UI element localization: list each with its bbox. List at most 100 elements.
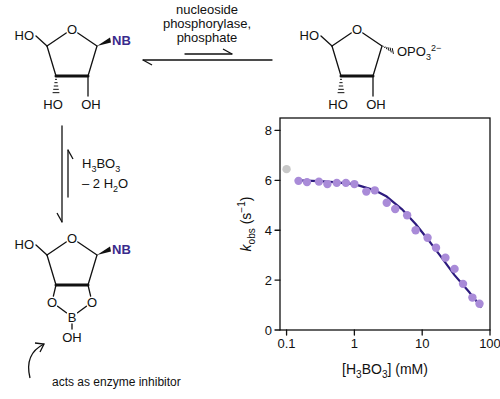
enzyme-label: phosphate [177,30,238,45]
arrow-line [67,150,68,197]
arrow-line [61,126,62,222]
bond-wedge [97,38,111,47]
substituent-label: NB [112,242,131,257]
data-point [362,187,370,195]
bond-bold [341,75,373,78]
y-tick-label: 4 [265,223,272,238]
data-point [475,300,483,308]
data-point [432,243,440,251]
bond-hash [55,82,57,83]
text-part: 3 [115,164,120,174]
x-tick-label: 1 [351,336,358,351]
x-tick [489,330,490,335]
atom-label: HO [43,97,63,112]
text-part: O [118,176,128,191]
data-point [294,177,302,185]
bond [71,324,72,329]
bond [321,36,332,46]
atom-label: OH [81,97,101,112]
bond [88,46,97,76]
bond-bold [56,75,88,78]
x-tick [422,330,423,335]
text-part: OPO [397,44,426,59]
bond-hash [339,86,343,87]
data-point [383,199,391,207]
data-point [333,179,341,187]
atom-label: HO [15,28,35,43]
y-tick-label: 6 [265,173,272,188]
text-part: H [82,156,91,171]
arrow-head [35,343,44,352]
y-axis-label: kobs (s−1) [236,197,257,252]
arrow-head [143,60,152,65]
bond [363,33,382,46]
atom-label: O [47,295,57,310]
bond-hash [384,47,385,48]
text-part: ) [238,197,254,202]
data-point [371,186,379,194]
x-tick-label: 10 [415,336,429,351]
data-point [323,180,331,188]
y-tick-label: 0 [265,323,272,338]
bond-hash [54,89,59,90]
bond [47,242,66,255]
data-point [459,280,467,288]
bond-wedge [97,247,111,256]
atom-label: OH [62,330,82,345]
arrows [29,49,272,378]
bond-hash [53,92,59,93]
text-part: BO [96,156,115,171]
data-point [342,179,350,187]
bond-hash [338,92,344,93]
data-point [303,178,311,186]
x-tick-label: 0.1 [278,336,296,351]
text-part: 3 [426,52,431,62]
structure: OHONBOHHO [15,22,131,112]
arrow-head [223,49,232,54]
annotation: acts as enzyme inhibitor [52,375,181,389]
bond-hash [392,49,393,54]
bond [36,245,47,255]
x-tick [286,330,287,335]
byproduct-label: – 2 H2O [82,176,128,194]
bond-hash [390,48,391,52]
atom-label: HO [15,237,35,252]
text-part: – 2 H [82,176,113,191]
data-point [391,205,399,213]
arrow-line [143,59,272,60]
chart: 0.111010002468[H3BO3] (mM)kobs (s−1) [236,118,500,380]
reagent-label: H3BO3 [82,156,120,174]
text-part: ] (mM) [387,361,427,377]
bond [47,255,56,285]
bond [88,255,97,285]
atom-label: O [87,295,97,310]
y-tick [275,329,280,330]
structure: OHOOPO32−OHHO [300,22,442,112]
bond [78,306,87,313]
text-part: 2− [431,43,441,53]
atom-label: B [68,310,77,325]
bond-hash [55,79,56,80]
bond [332,33,351,46]
text-part: obs [246,228,257,244]
atom-label: HO [300,28,320,43]
data-point [411,226,419,234]
bond [36,36,47,46]
enzyme-label: phosphorylase, [163,16,251,31]
bond-hash [339,89,344,90]
atom-label: HO [328,97,348,112]
atom-label: O [352,22,362,37]
arrow-head [68,150,73,159]
text-part: −1 [236,201,247,213]
bond [47,46,56,76]
atom-label: O [67,231,77,246]
bond [373,46,382,76]
substituent-label: OPO32− [397,43,441,62]
bond [87,76,88,96]
y-tick [275,130,280,131]
bond [78,33,97,46]
text-part: (s [238,213,254,229]
substituent-label: NB [112,33,131,48]
bond-hash [386,47,387,49]
data-point [403,211,411,219]
